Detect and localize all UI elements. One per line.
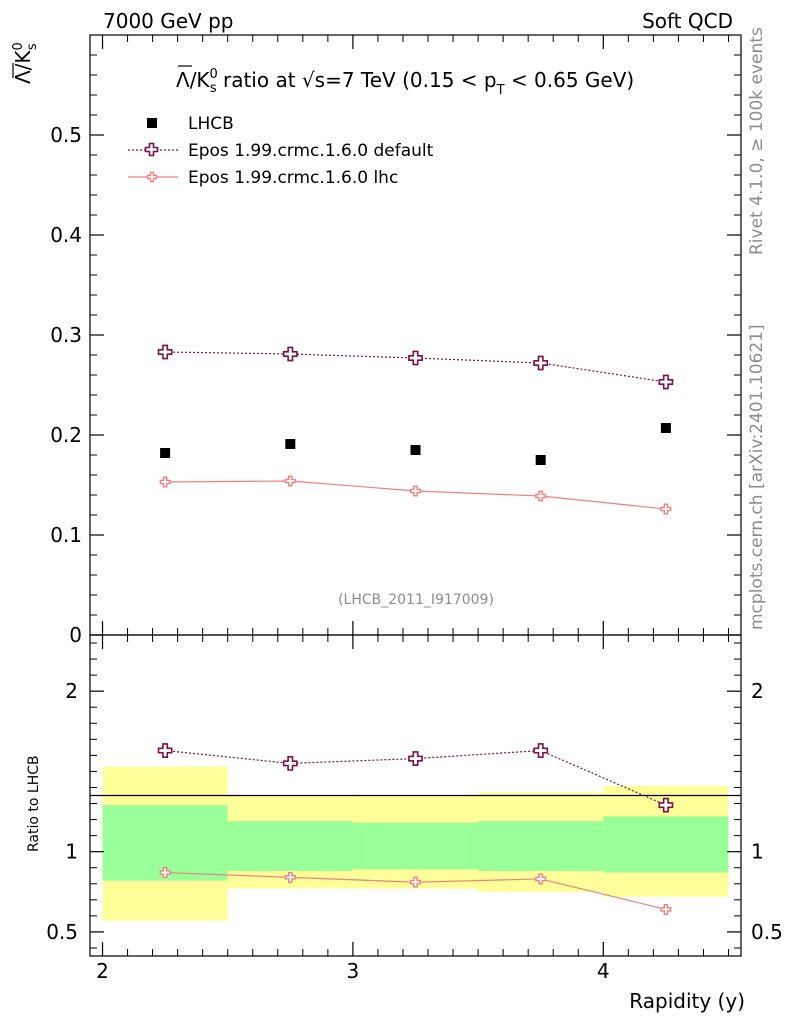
ratio-y-tick-label-right: 2 [751, 679, 764, 703]
header-right: Soft QCD [642, 9, 733, 33]
x-tick-label: 3 [347, 959, 360, 983]
ratio-marker-epos-default [533, 743, 549, 758]
ratio-y-tick-label-right: 1 [751, 840, 764, 864]
legend-label-default: Epos 1.99.crmc.1.6.0 default [188, 141, 434, 161]
marker-epos-lhc [410, 485, 421, 497]
ratio-marker-epos-lhc [410, 876, 421, 888]
ratio-marker-epos-lhc [159, 867, 171, 879]
legend-marker-lhc [146, 171, 158, 183]
mcplots-info: mcplots.cern.ch [arXiv:2401.10621] [747, 324, 767, 630]
y-tick-label: 0.5 [50, 123, 82, 147]
data-point-lhcb [285, 439, 296, 449]
stat-uncertainty-band [478, 821, 604, 871]
y-tick-label: 0.3 [50, 323, 82, 347]
ratio-series [157, 743, 674, 915]
ratio-uncertainty-bands [102, 766, 729, 921]
chart-title: Λ/K0 s ratio at √s=7 TeV (0.15 < pT < 0.6… [176, 65, 634, 98]
analysis-id: (LHCB_2011_I917009) [338, 592, 494, 608]
ratio-y-tick-label-left: 2 [65, 679, 78, 703]
ratio-marker-epos-default [408, 751, 423, 766]
y-tick-label: 0 [69, 623, 82, 647]
data-point-lhcb [410, 445, 421, 455]
marker-epos-lhc [159, 476, 171, 488]
legend-label-lhcb: LHCB [188, 114, 234, 134]
ratio-marker-epos-lhc [660, 903, 672, 915]
ratio-marker-epos-lhc [535, 873, 547, 885]
ratio-marker-epos-default [157, 743, 173, 758]
header-left: 7000 GeV pp [103, 9, 234, 33]
data-point-lhcb [535, 455, 546, 465]
data-point-lhcb [160, 448, 171, 458]
ratio-y-tick-label-left: 0.5 [46, 920, 78, 944]
marker-epos-default [408, 350, 423, 366]
main-series [157, 344, 674, 515]
y-tick-label: 0.1 [50, 523, 82, 547]
y-tick-label: 0.4 [50, 223, 82, 247]
legend-marker-default [144, 142, 159, 157]
stat-uncertainty-band [352, 822, 479, 870]
legend-marker-lhcb [147, 118, 157, 128]
title-text: Λ/K0 s ratio at √s=7 TeV (0.15 < pT < 0.6… [176, 67, 634, 98]
ratio-marker-epos-lhc [284, 871, 296, 883]
series-line-epos-default [165, 351, 666, 383]
x-tick-label: 2 [96, 959, 109, 983]
stat-uncertainty-band [227, 821, 353, 871]
x-tick-label: 4 [597, 959, 610, 983]
marker-epos-lhc [535, 490, 547, 502]
marker-epos-lhc [660, 503, 672, 515]
y-label-text: Λ/K0s [11, 42, 40, 84]
marker-epos-default [658, 374, 674, 390]
legend-label-lhc: Epos 1.99.crmc.1.6.0 lhc [188, 168, 398, 188]
marker-epos-default [533, 355, 549, 371]
marker-epos-lhc [284, 475, 296, 487]
x-axis-label: Rapidity (y) [629, 989, 745, 1013]
stat-uncertainty-band [603, 816, 729, 873]
ratio-y-axis-label: Ratio to LHCB [26, 755, 42, 852]
marker-epos-default [282, 346, 298, 362]
ratio-y-tick-label-right: 0.5 [751, 920, 783, 944]
ratio-y-tick-label-left: 1 [65, 840, 78, 864]
marker-epos-default [157, 344, 173, 360]
ratio-marker-epos-default [658, 797, 674, 813]
main-y-axis-label: Λ/K0s [11, 42, 40, 84]
y-tick-label: 0.2 [50, 423, 82, 447]
data-point-lhcb [660, 423, 671, 433]
rivet-info: Rivet 4.1.0, ≥ 100k events [747, 27, 767, 255]
ratio-marker-epos-default [282, 756, 298, 771]
legend: LHCB Epos 1.99.crmc.1.6.0 default Epos 1… [128, 114, 434, 188]
